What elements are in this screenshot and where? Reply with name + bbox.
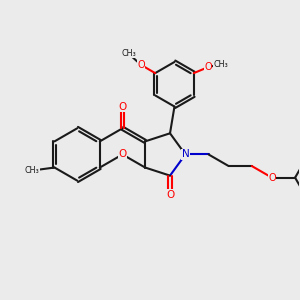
Text: O: O	[118, 102, 127, 112]
Text: O: O	[166, 190, 174, 200]
Text: CH₃: CH₃	[213, 60, 228, 69]
Text: CH₃: CH₃	[121, 49, 136, 58]
Text: O: O	[268, 172, 276, 183]
Text: O: O	[204, 62, 212, 72]
Text: O: O	[137, 60, 145, 70]
Text: CH₃: CH₃	[25, 166, 40, 175]
Text: O: O	[118, 149, 127, 160]
Text: N: N	[182, 149, 189, 160]
